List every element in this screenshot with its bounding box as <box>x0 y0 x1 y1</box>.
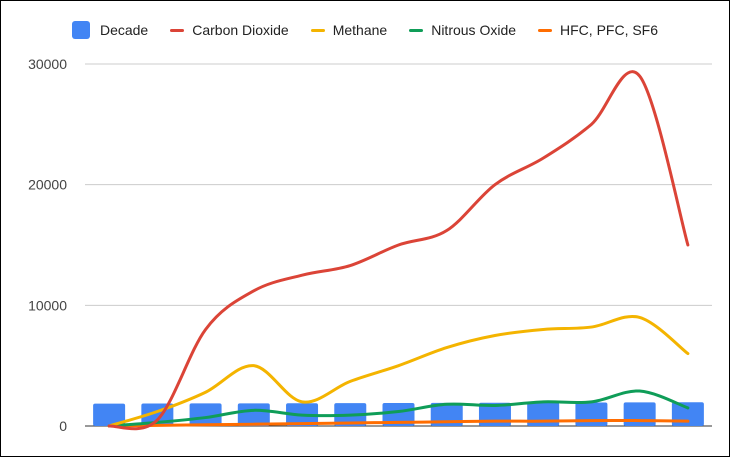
legend-label: Nitrous Oxide <box>431 22 517 38</box>
legend: Decade Carbon Dioxide Methane Nitrous Oxide… <box>1 21 729 39</box>
legend-label: Decade <box>99 22 149 38</box>
bar-decade[interactable] <box>382 402 415 426</box>
series-line-nitrous-oxide[interactable] <box>107 389 690 428</box>
legend-label: Carbon Dioxide <box>192 22 289 38</box>
bar-decade[interactable] <box>237 403 270 426</box>
legend-item-decade[interactable]: Decade <box>71 21 149 39</box>
bar-decade[interactable] <box>623 402 656 426</box>
legend-swatch <box>170 28 185 32</box>
y-tick-label: 0 <box>59 418 67 434</box>
legend-item-nitrous-oxide[interactable]: Nitrous Oxide <box>409 21 516 39</box>
legend-swatch <box>409 28 424 32</box>
series-line-hfc-pfc-sf6[interactable] <box>107 418 690 428</box>
y-tick-label: 10000 <box>28 297 67 313</box>
legend-item-hfc-pfc-sf6[interactable]: HFC, PFC, SF6 <box>538 21 658 39</box>
legend-label: Methane <box>332 22 388 38</box>
legend-label: HFC, PFC, SF6 <box>560 22 659 38</box>
legend-swatch <box>71 21 90 39</box>
bar-decade[interactable] <box>93 403 126 426</box>
y-tick-label: 30000 <box>28 56 67 72</box>
legend-swatch <box>310 28 325 32</box>
legend-item-methane[interactable]: Methane <box>310 21 388 39</box>
bar-decade[interactable] <box>189 403 222 426</box>
series-line-carbon-dioxide[interactable] <box>107 70 690 431</box>
legend-item-carbon-dioxide[interactable]: Carbon Dioxide <box>170 21 289 39</box>
legend-swatch <box>538 28 553 32</box>
series-line-methane[interactable] <box>107 314 690 428</box>
bar-decade[interactable] <box>575 402 608 426</box>
y-tick-label: 20000 <box>28 177 67 193</box>
